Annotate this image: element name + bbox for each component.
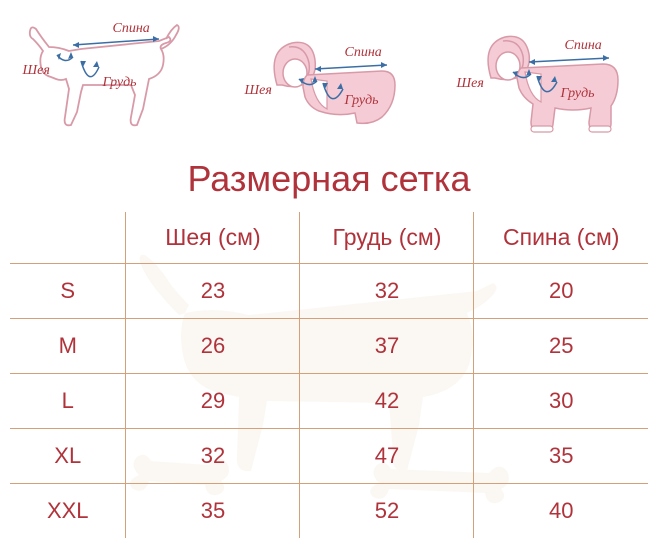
table-row: L 29 42 30: [10, 374, 648, 429]
cell-size: L: [10, 374, 126, 429]
cell-neck: 29: [126, 374, 300, 429]
size-table: Шея (см) Грудь (см) Спина (см) S 23 32 2…: [10, 212, 648, 538]
cell-chest: 47: [300, 429, 474, 484]
cell-size: XL: [10, 429, 126, 484]
diagram-dog-outline: Спина Шея Грудь: [21, 17, 196, 145]
cell-spine: 25: [474, 319, 648, 374]
cell-chest: 42: [300, 374, 474, 429]
table-row: XL 32 47 35: [10, 429, 648, 484]
cell-chest: 52: [300, 484, 474, 539]
label-neck-3: Шея: [457, 76, 484, 92]
label-spine-3: Спина: [565, 38, 602, 54]
diagram-garment-legs: Спина Шея Грудь: [443, 30, 638, 145]
page-title: Размерная сетка: [0, 158, 658, 200]
cell-neck: 32: [126, 429, 300, 484]
table-row: S 23 32 20: [10, 264, 648, 319]
cell-size: XXL: [10, 484, 126, 539]
table-row: XXL 35 52 40: [10, 484, 648, 539]
measurement-diagrams: Спина Шея Грудь Спина Ше: [0, 0, 658, 150]
label-neck-1: Шея: [23, 63, 50, 79]
label-spine-1: Спина: [113, 21, 150, 37]
cell-neck: 35: [126, 484, 300, 539]
label-chest-2: Грудь: [345, 93, 379, 109]
cell-neck: 26: [126, 319, 300, 374]
cell-chest: 32: [300, 264, 474, 319]
cell-chest: 37: [300, 319, 474, 374]
col-chest: Грудь (см): [300, 212, 474, 264]
cell-spine: 20: [474, 264, 648, 319]
cell-neck: 23: [126, 264, 300, 319]
col-spine: Спина (см): [474, 212, 648, 264]
label-spine-2: Спина: [345, 45, 382, 61]
col-size: [10, 212, 126, 264]
table-header-row: Шея (см) Грудь (см) Спина (см): [10, 212, 648, 264]
label-chest-1: Грудь: [103, 75, 137, 91]
diagram-garment-short: Спина Шея Грудь: [227, 35, 412, 145]
cell-spine: 30: [474, 374, 648, 429]
label-neck-2: Шея: [245, 83, 272, 99]
size-table-container: Шея (см) Грудь (см) Спина (см) S 23 32 2…: [10, 212, 648, 538]
cell-spine: 40: [474, 484, 648, 539]
cell-size: M: [10, 319, 126, 374]
table-row: M 26 37 25: [10, 319, 648, 374]
cell-spine: 35: [474, 429, 648, 484]
cell-size: S: [10, 264, 126, 319]
col-neck: Шея (см): [126, 212, 300, 264]
label-chest-3: Грудь: [561, 86, 595, 102]
